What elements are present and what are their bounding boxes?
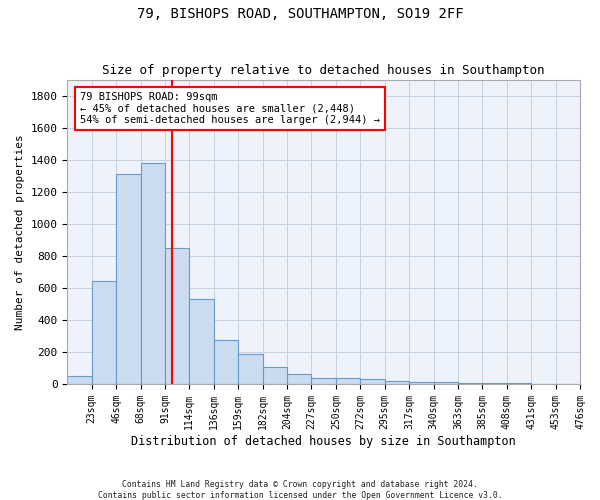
Title: Size of property relative to detached houses in Southampton: Size of property relative to detached ho… (103, 64, 545, 77)
Text: Contains HM Land Registry data © Crown copyright and database right 2024.
Contai: Contains HM Land Registry data © Crown c… (98, 480, 502, 500)
Bar (116, 174, 140, 384)
Bar (263, 367, 287, 384)
X-axis label: Distribution of detached houses by size in Southampton: Distribution of detached houses by size … (131, 434, 516, 448)
Bar (287, 374, 311, 384)
Bar (336, 378, 360, 384)
Bar (434, 382, 458, 384)
Y-axis label: Number of detached properties: Number of detached properties (15, 134, 25, 330)
Bar (140, 163, 165, 384)
Bar (409, 382, 434, 384)
Bar (482, 383, 507, 384)
Bar (311, 378, 336, 384)
Text: 79, BISHOPS ROAD, SOUTHAMPTON, SO19 2FF: 79, BISHOPS ROAD, SOUTHAMPTON, SO19 2FF (137, 8, 463, 22)
Bar (165, 248, 190, 384)
Bar (385, 381, 409, 384)
Bar (190, 299, 214, 384)
Bar (214, 340, 238, 384)
Bar (92, 282, 116, 384)
Bar (360, 379, 385, 384)
Bar (67, 376, 92, 384)
Text: 79 BISHOPS ROAD: 99sqm
← 45% of detached houses are smaller (2,448)
54% of semi-: 79 BISHOPS ROAD: 99sqm ← 45% of detached… (80, 92, 380, 125)
Bar (238, 354, 263, 384)
Bar (458, 382, 482, 384)
